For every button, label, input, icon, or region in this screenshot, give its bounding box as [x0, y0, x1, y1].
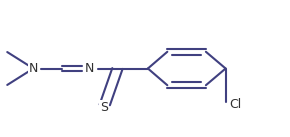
Text: N: N [29, 62, 38, 75]
Text: N: N [85, 62, 95, 75]
Text: S: S [100, 101, 108, 114]
Text: Cl: Cl [229, 98, 241, 111]
